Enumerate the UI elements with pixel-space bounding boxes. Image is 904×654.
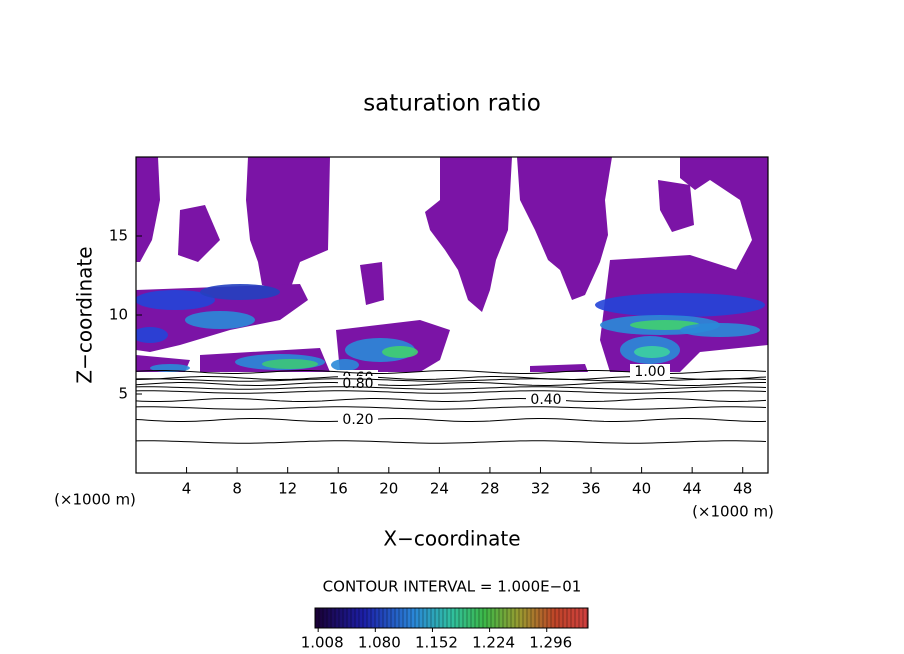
patch: [382, 346, 418, 358]
region: [136, 157, 160, 262]
region: [178, 205, 220, 262]
contour-lines: 0.200.400.600.801.00: [136, 364, 767, 444]
region: [246, 157, 330, 290]
contour-line-minor: [136, 406, 767, 410]
patch: [630, 320, 700, 330]
colorbar-tick-label: 1.224: [472, 634, 515, 652]
patch: [136, 327, 168, 343]
patch: [595, 293, 765, 317]
y-axis-label: Z−coordinate: [73, 246, 97, 383]
patch: [200, 284, 280, 300]
y-tick-label: 15: [109, 227, 128, 245]
region: [680, 157, 768, 300]
high-saturation-region: [136, 284, 765, 372]
saturation-field: 0.200.400.600.801.00: [136, 157, 768, 444]
patch: [331, 359, 359, 371]
x-unit-right: (×1000 m): [692, 503, 774, 521]
colorbar-tick-label: 1.296: [529, 634, 572, 652]
patch: [262, 359, 318, 369]
contour-label: 0.80: [342, 376, 373, 392]
contour-line: [136, 376, 767, 380]
region: [530, 364, 588, 372]
colorbar-hatch: [318, 608, 588, 628]
supersaturated-region: [136, 157, 768, 372]
region: [658, 180, 694, 232]
x-tick-label: 4: [182, 480, 192, 498]
x-tick-label: 32: [531, 480, 550, 498]
colorbar-tick-label: 1.008: [301, 634, 344, 652]
colorbar-tick-label: 1.080: [358, 634, 401, 652]
patch: [150, 364, 190, 372]
contour-line-minor: [136, 378, 767, 382]
x-tick-label: 28: [480, 480, 499, 498]
patch: [634, 346, 670, 358]
x-tick-label: 24: [430, 480, 449, 498]
patch: [680, 323, 760, 337]
contour-line: [136, 382, 766, 386]
x-tick-label: 48: [733, 480, 752, 498]
contour-line-minor: [136, 390, 767, 394]
chart-title: saturation ratio: [363, 91, 541, 117]
y-tick-label: 5: [118, 385, 128, 403]
contour-interval: CONTOUR INTERVAL = 1.000E−01: [323, 578, 582, 596]
contour-label-bg: [338, 412, 378, 428]
x-tick-label: 20: [379, 480, 398, 498]
colorbar-tick-label: 1.152: [415, 634, 458, 652]
x-tick-label: 36: [581, 480, 600, 498]
contour-label-bg: [338, 376, 378, 392]
contour-label-bg: [630, 364, 670, 380]
contour-line-minor: [136, 386, 767, 390]
patch: [185, 311, 255, 329]
contour-line-minor: [136, 440, 767, 444]
patch: [136, 290, 215, 310]
x-unit-left: (×1000 m): [54, 491, 136, 509]
x-tick-label: 12: [278, 480, 297, 498]
x-axis-label: X−coordinate: [383, 527, 520, 551]
region: [360, 262, 384, 305]
y-tick-label: 10: [109, 306, 128, 324]
contour-label-bg: [526, 392, 566, 408]
contour-label: 0.40: [530, 392, 561, 408]
contour-line: [136, 398, 767, 402]
x-tick-label: 44: [683, 480, 702, 498]
contour-line: [136, 418, 767, 422]
x-tick-label: 40: [632, 480, 651, 498]
contour-label: 0.20: [342, 412, 373, 428]
x-tick-label: 16: [329, 480, 348, 498]
x-tick-label: 8: [232, 480, 242, 498]
colorbar: [314, 607, 589, 629]
contour-label: 1.00: [634, 364, 665, 380]
region: [517, 157, 612, 300]
region: [425, 157, 512, 312]
